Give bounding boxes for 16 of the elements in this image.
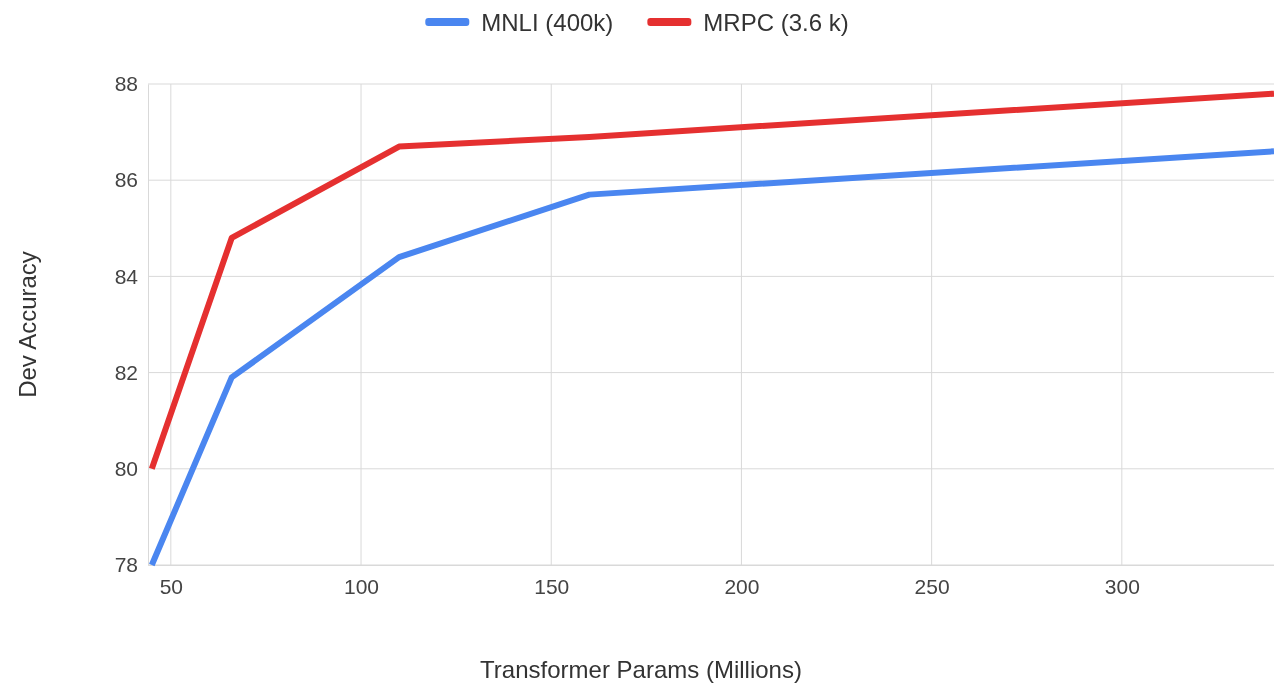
y-axis-title: Dev Accuracy <box>14 251 41 398</box>
x-tick-label: 150 <box>534 574 570 598</box>
x-tick-label: 250 <box>914 574 950 598</box>
x-tick-label: 300 <box>1104 574 1140 598</box>
y-tick-label: 86 <box>114 168 138 192</box>
y-tick-label: 82 <box>114 360 138 384</box>
x-tick-label: 200 <box>724 574 760 598</box>
x-tick-label: 50 <box>159 574 183 598</box>
x-tick-label: 100 <box>344 574 380 598</box>
legend-label: MNLI (400k) <box>481 9 614 36</box>
y-tick-label: 80 <box>114 457 138 481</box>
x-axis-title: Transformer Params (Millions) <box>480 656 802 683</box>
y-tick-label: 84 <box>114 264 139 288</box>
y-tick-label: 78 <box>114 553 138 577</box>
y-tick-label: 88 <box>114 72 138 96</box>
legend-label: MRPC (3.6 k) <box>703 9 849 36</box>
